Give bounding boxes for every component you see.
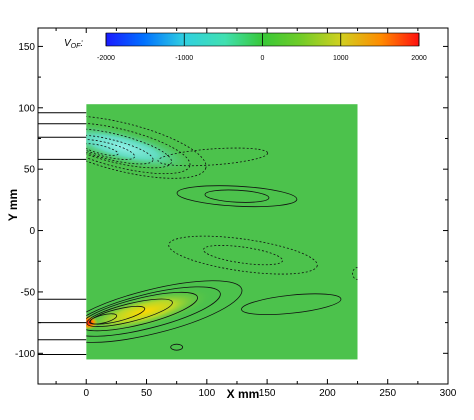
colorbar-label: VOF: xyxy=(64,38,83,50)
colorbar-tick-label: 0 xyxy=(261,55,265,62)
x-tick-label: 100 xyxy=(198,388,215,399)
colorbar-tick-label: 1000 xyxy=(333,55,349,62)
contour-mid-0 xyxy=(176,185,298,208)
contour-lines xyxy=(86,115,358,351)
contour-low-tail xyxy=(241,293,342,315)
x-tick-label: 150 xyxy=(259,388,276,399)
x-axis: 0 50 100 150 200 250 300 xyxy=(55,28,457,399)
colorbar-tick-label: -2000 xyxy=(97,55,115,62)
negative-velocity-region xyxy=(86,121,199,173)
contour-small-0 xyxy=(170,343,184,351)
y-tick-label: -50 xyxy=(21,287,36,298)
contour-field xyxy=(86,104,358,360)
contour-mid-4 xyxy=(157,147,269,167)
contour-mid-1 xyxy=(204,189,270,203)
contour-neg-5 xyxy=(86,143,119,156)
contour-mid-3 xyxy=(202,245,284,266)
y-axis: 150 100 50 0 -50 -100 xyxy=(15,42,448,385)
contour-pos-2 xyxy=(86,291,198,332)
contour-small-1 xyxy=(352,267,358,280)
y-tick-label: -100 xyxy=(15,349,35,360)
contour-mid-2 xyxy=(168,235,318,275)
contour-neg-3 xyxy=(86,134,154,165)
contour-neg-2 xyxy=(86,128,172,169)
inlet-lines xyxy=(38,112,87,356)
contour-pos-3 xyxy=(86,298,173,327)
x-tick-label: 250 xyxy=(379,388,396,399)
colorbar-legend: VOF: -2000 -1000 0 1000 2000 xyxy=(64,32,427,62)
contour-pos-5 xyxy=(89,313,118,325)
contour-pos-1 xyxy=(86,286,221,337)
y-axis-label: Y mm xyxy=(6,189,20,221)
colorbar-ticks: -2000 -1000 0 1000 2000 xyxy=(97,33,427,62)
y-tick-label: 150 xyxy=(18,42,35,53)
contour-neg-0 xyxy=(86,115,207,179)
x-tick-label: 300 xyxy=(440,388,457,399)
colorbar-tick-label: 2000 xyxy=(411,55,427,62)
contour-pos-4 xyxy=(89,305,146,325)
y-tick-label: 50 xyxy=(24,165,36,176)
x-axis-label: X mm xyxy=(227,387,260,401)
colorbar-tick-label: -1000 xyxy=(175,55,193,62)
y-tick-label: 100 xyxy=(18,103,35,114)
x-tick-label: 50 xyxy=(141,388,153,399)
x-tick-label: 0 xyxy=(83,388,89,399)
contour-pos-0 xyxy=(86,280,243,343)
contour-neg-4 xyxy=(86,139,136,160)
x-tick-label: 200 xyxy=(319,388,336,399)
y-tick-label: 0 xyxy=(29,226,35,237)
